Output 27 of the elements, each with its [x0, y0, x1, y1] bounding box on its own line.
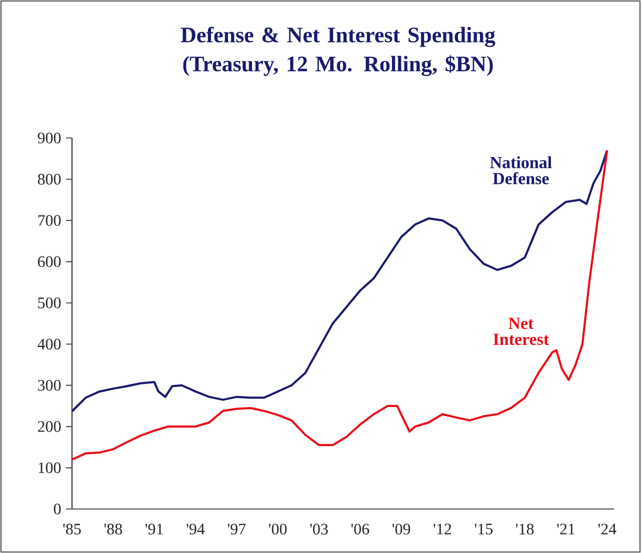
- y-tick-label: 300: [38, 380, 61, 391]
- x-tick-label: '00: [269, 524, 287, 534]
- y-tick-label: 600: [38, 256, 61, 268]
- x-tick-label: '24: [598, 524, 616, 534]
- x-tick-label: '91: [146, 524, 163, 534]
- series-label: National Defense: [490, 156, 552, 184]
- x-tick-label: '85: [63, 524, 81, 534]
- series-label: Net Interest: [493, 318, 550, 345]
- y-tick-label: 700: [38, 215, 61, 226]
- y-tick-label: 0: [54, 504, 61, 514]
- x-tick-label: '94: [186, 524, 205, 534]
- x-tick-label: '88: [104, 524, 122, 534]
- y-tick-label: 800: [38, 174, 61, 185]
- x-tick-label: '21: [557, 524, 574, 534]
- x-tick-label: '06: [351, 524, 370, 534]
- y-tick-label: 100: [38, 462, 61, 474]
- x-tick-label: '09: [392, 524, 410, 534]
- x-tick-label: '97: [228, 524, 246, 534]
- chart-title: Defense & Net Interest Spending (Treasury, 12 Mo. Rolling, $BN): [180, 26, 496, 76]
- x-tick-label: '12: [434, 524, 452, 534]
- x-tick-label: '15: [474, 524, 492, 534]
- y-tick-label: 400: [38, 338, 61, 350]
- y-tick-label: 200: [38, 421, 61, 432]
- y-tick-label: 500: [38, 297, 61, 308]
- x-tick-label: '03: [310, 524, 328, 534]
- y-tick-label: 900: [38, 132, 61, 144]
- x-tick-label: '18: [516, 524, 534, 534]
